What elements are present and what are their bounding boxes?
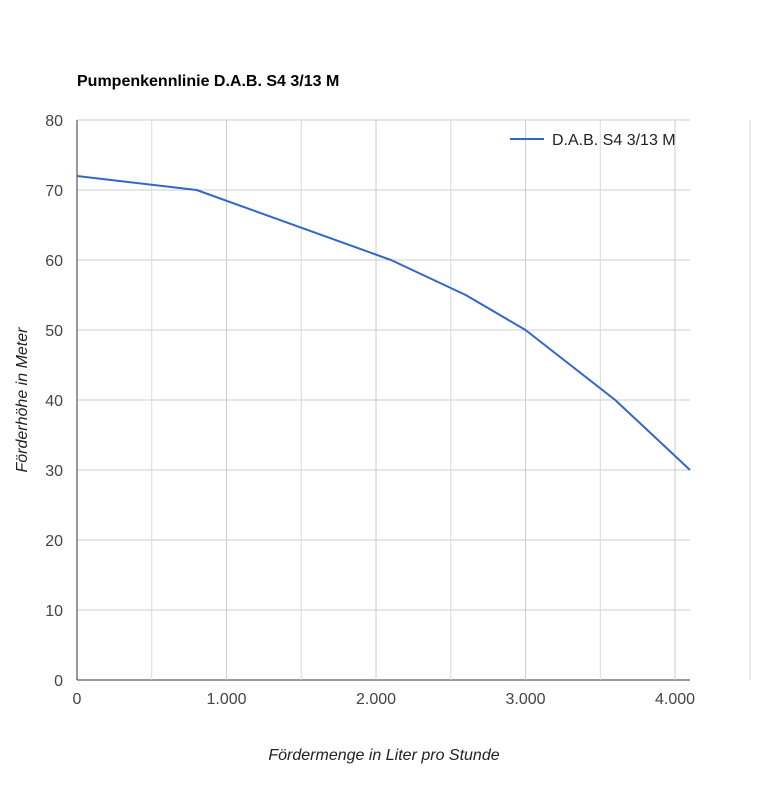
tick-layer: 0 10 20 30 40 50 60 70 80 0 1.000 2.000 3.000 4.000 — [45, 113, 695, 708]
legend: D.A.B. S4 3/13 M — [510, 132, 676, 149]
y-axis-title: Förderhöhe in Meter — [14, 327, 31, 473]
data-point — [196, 189, 198, 191]
grid-layer — [76, 119, 690, 681]
x-tick-label: 1.000 — [206, 691, 246, 708]
y-tick-label: 10 — [45, 603, 63, 620]
x-tick-label: 0 — [73, 691, 82, 708]
data-point — [465, 294, 467, 296]
y-tick-label: 60 — [45, 253, 63, 270]
y-tick-label: 0 — [54, 673, 63, 690]
data-point — [689, 469, 691, 471]
y-tick-label: 40 — [45, 393, 63, 410]
y-tick-label: 80 — [45, 113, 63, 130]
data-point — [525, 329, 527, 331]
y-tick-label: 20 — [45, 533, 63, 550]
x-axis-title: Fördermenge in Liter pro Stunde — [268, 747, 499, 764]
data-point — [76, 175, 78, 177]
x-tick-label: 3.000 — [506, 691, 546, 708]
chart-title: Pumpenkennlinie D.A.B. S4 3/13 M — [77, 73, 339, 90]
x-tick-label: 2.000 — [356, 691, 396, 708]
data-point — [390, 259, 392, 261]
y-tick-label: 50 — [45, 323, 63, 340]
x-tick-label: 4.000 — [655, 691, 695, 708]
y-tick-label: 30 — [45, 463, 63, 480]
series-layer — [76, 175, 691, 471]
series-line — [76, 175, 691, 471]
y-tick-label: 70 — [45, 183, 63, 200]
legend-label: D.A.B. S4 3/13 M — [552, 132, 676, 149]
data-point — [614, 399, 616, 401]
